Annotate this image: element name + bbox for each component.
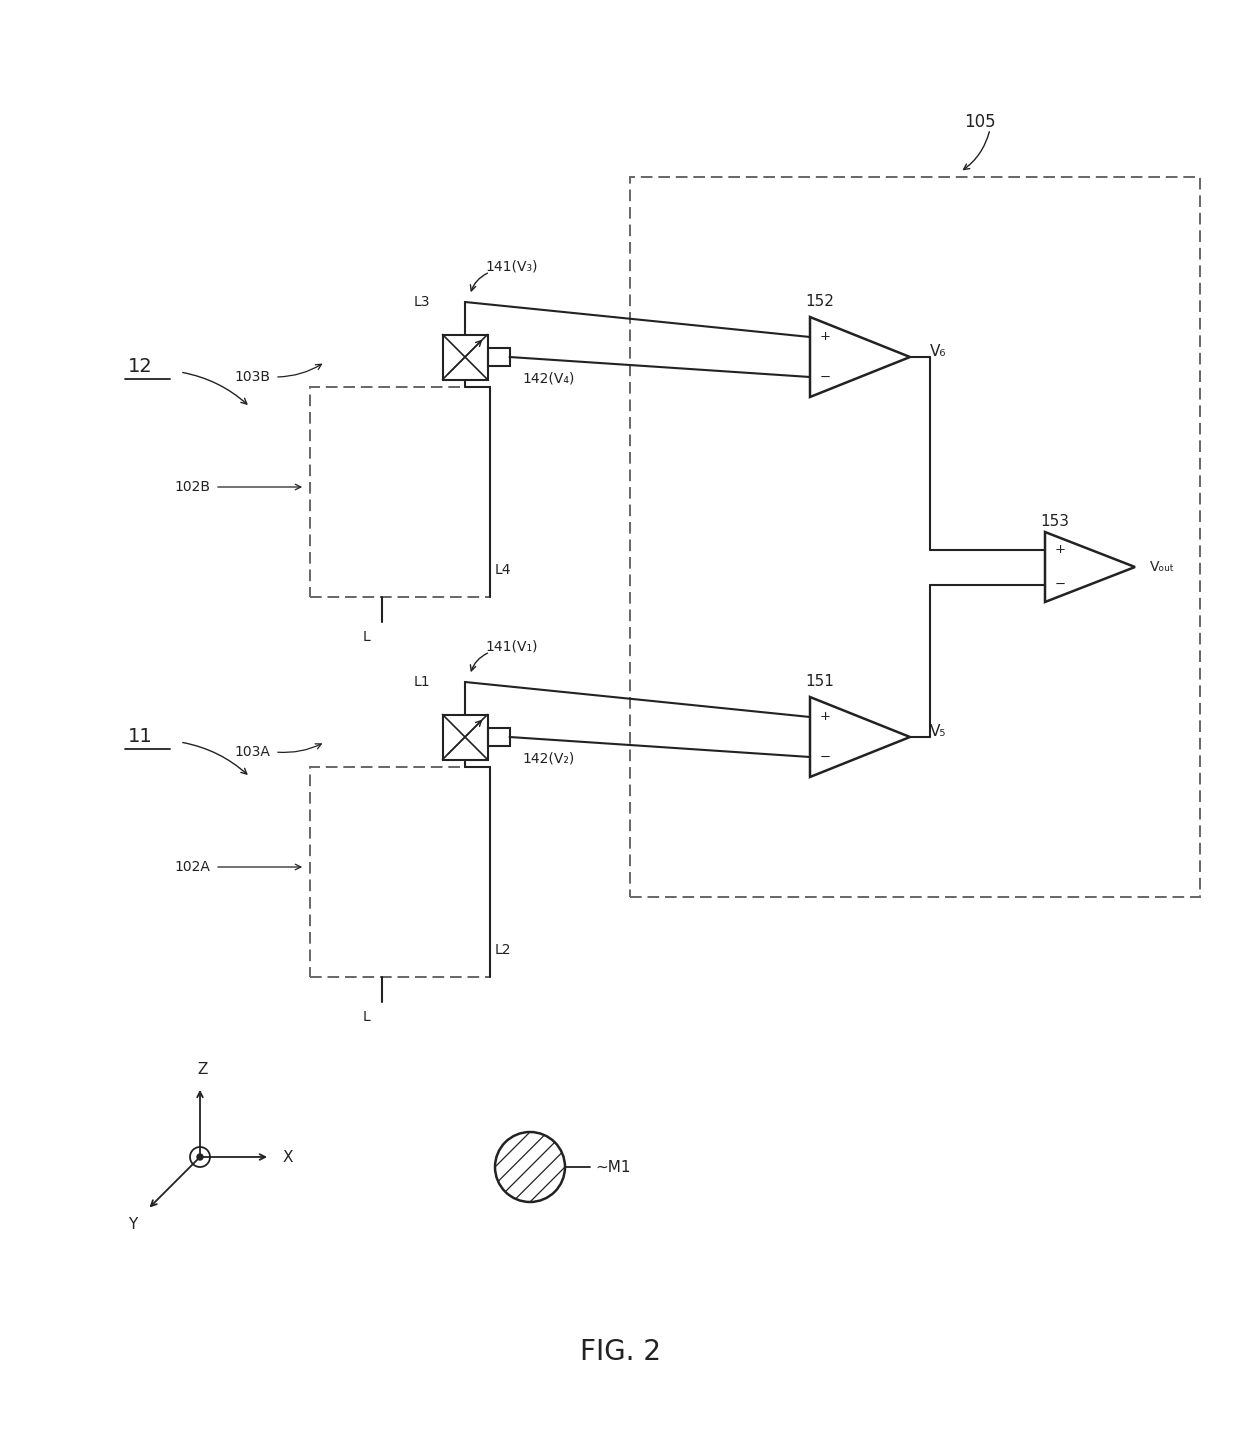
- Bar: [443, 335, 487, 379]
- Text: X: X: [283, 1150, 293, 1164]
- Text: 102A: 102A: [174, 859, 210, 874]
- Text: 142(V₂): 142(V₂): [522, 752, 575, 766]
- Text: V₆: V₆: [930, 345, 946, 359]
- Text: L4: L4: [495, 563, 511, 578]
- Bar: [630, 177, 1200, 897]
- Text: 153: 153: [1040, 514, 1069, 529]
- Text: 103A: 103A: [234, 744, 270, 759]
- Bar: [443, 714, 487, 760]
- Text: 103B: 103B: [234, 369, 270, 384]
- Text: V₅: V₅: [930, 724, 946, 740]
- Bar: [310, 767, 490, 977]
- Text: 141(V₃): 141(V₃): [485, 260, 537, 274]
- Text: 141(V₁): 141(V₁): [485, 639, 537, 654]
- Bar: [487, 348, 510, 366]
- Text: 105: 105: [965, 114, 996, 131]
- Text: +: +: [820, 331, 831, 343]
- Text: 142(V₄): 142(V₄): [522, 372, 575, 387]
- Bar: [310, 387, 490, 596]
- Text: 151: 151: [805, 674, 833, 690]
- Text: ∼M1: ∼M1: [595, 1160, 630, 1174]
- Text: Y: Y: [128, 1217, 138, 1232]
- Bar: [487, 729, 510, 746]
- Text: −: −: [1055, 578, 1066, 591]
- Text: 152: 152: [805, 295, 833, 309]
- Text: FIG. 2: FIG. 2: [579, 1338, 661, 1367]
- Text: 102B: 102B: [174, 480, 210, 494]
- Text: L3: L3: [413, 295, 430, 309]
- Text: Z: Z: [198, 1062, 208, 1076]
- Text: Vₒᵤₜ: Vₒᵤₜ: [1149, 560, 1176, 573]
- Circle shape: [197, 1154, 203, 1160]
- Text: L2: L2: [495, 943, 511, 957]
- Text: −: −: [820, 371, 831, 384]
- Text: L1: L1: [413, 675, 430, 688]
- Text: +: +: [820, 710, 831, 723]
- Circle shape: [495, 1132, 565, 1201]
- Text: 12: 12: [128, 358, 153, 376]
- Text: L: L: [363, 1010, 371, 1025]
- Text: −: −: [820, 750, 831, 763]
- Text: +: +: [1055, 543, 1066, 556]
- Text: 11: 11: [128, 727, 153, 746]
- Text: L: L: [363, 629, 371, 644]
